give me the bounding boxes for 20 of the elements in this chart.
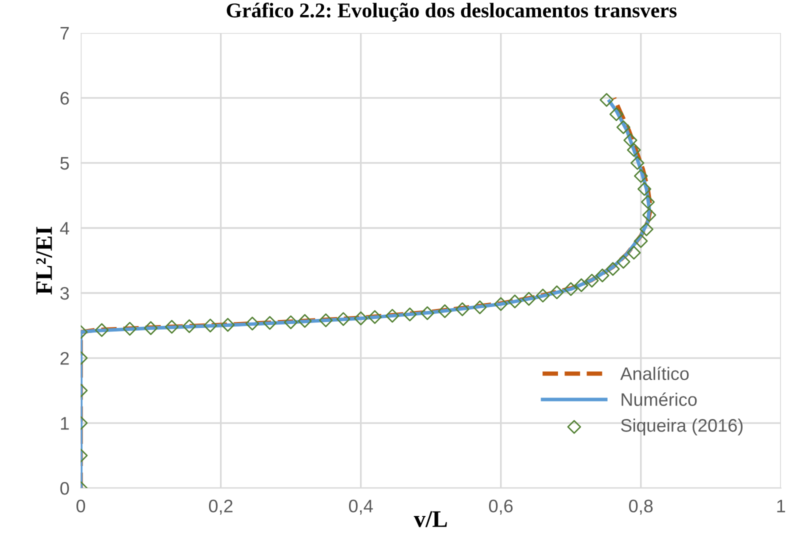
y-tick-label: 2 (60, 352, 69, 365)
legend-label: Siqueira (2016) (621, 418, 743, 436)
x-tick-label: 0 (76, 500, 86, 512)
x-tick-label: 0,6 (489, 500, 513, 515)
x-tick-label: 0,8 (629, 500, 653, 515)
y-tick-label: 0 (60, 482, 69, 495)
y-tick-label: 4 (60, 222, 70, 235)
y-tick-label: 3 (60, 286, 69, 300)
legend-label: Analítico (620, 366, 689, 380)
x-tick-label: 0,4 (348, 500, 373, 515)
x-tick-label: 0,2 (208, 500, 232, 515)
x-tick-label: 1 (777, 500, 786, 512)
y-axis-title: FL²/EI (36, 226, 52, 294)
y-tick-label: 5 (60, 157, 69, 170)
x-axis-title: v/L (414, 511, 447, 528)
y-tick-label: 7 (60, 27, 69, 40)
chart-title: Gráfico 2.2: Evolução dos deslocamentos transvers (226, 2, 677, 22)
legend-label: Numérico (622, 392, 697, 406)
y-tick-label: 1 (61, 417, 69, 430)
y-tick-label: 6 (60, 92, 69, 105)
